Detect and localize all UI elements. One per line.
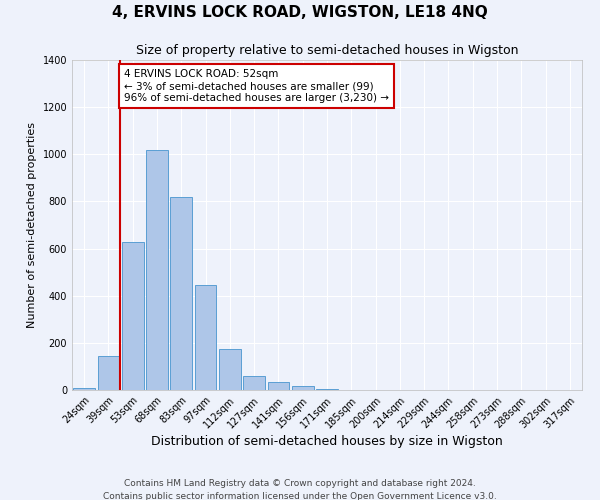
Text: 4 ERVINS LOCK ROAD: 52sqm
← 3% of semi-detached houses are smaller (99)
96% of s: 4 ERVINS LOCK ROAD: 52sqm ← 3% of semi-d… xyxy=(124,70,389,102)
Y-axis label: Number of semi-detached properties: Number of semi-detached properties xyxy=(27,122,37,328)
Bar xyxy=(97,356,119,390)
X-axis label: Distribution of semi-detached houses by size in Wigston: Distribution of semi-detached houses by … xyxy=(151,436,503,448)
Title: Size of property relative to semi-detached houses in Wigston: Size of property relative to semi-detach… xyxy=(136,44,518,58)
Bar xyxy=(194,285,217,390)
Bar xyxy=(146,150,168,390)
Text: Contains HM Land Registry data © Crown copyright and database right 2024.
Contai: Contains HM Land Registry data © Crown c… xyxy=(103,480,497,500)
Bar xyxy=(243,376,265,390)
Bar xyxy=(170,196,192,390)
Bar xyxy=(316,389,338,390)
Bar xyxy=(73,388,95,390)
Bar xyxy=(292,386,314,390)
Bar xyxy=(219,349,241,390)
Bar xyxy=(268,382,289,390)
Text: 4, ERVINS LOCK ROAD, WIGSTON, LE18 4NQ: 4, ERVINS LOCK ROAD, WIGSTON, LE18 4NQ xyxy=(112,5,488,20)
Bar xyxy=(122,242,143,390)
